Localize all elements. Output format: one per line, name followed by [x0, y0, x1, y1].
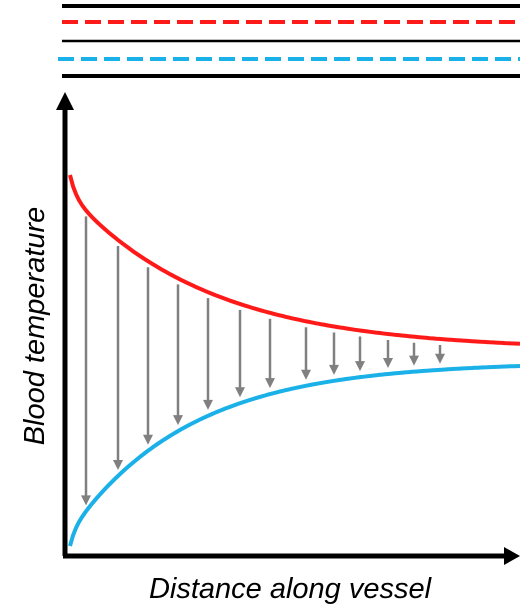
heat-transfer-arrow-head — [301, 369, 311, 380]
heat-transfer-arrow — [409, 342, 419, 366]
heat-transfer-arrow — [301, 327, 311, 380]
y-axis-label: Blood temperature — [19, 207, 51, 446]
axes — [56, 92, 520, 565]
heat-transfer-arrow-head — [113, 459, 123, 470]
heat-transfer-arrow-head — [435, 353, 445, 364]
heat-transfer-arrow-head — [173, 415, 183, 426]
heat-transfer-arrow — [113, 245, 123, 470]
heat-transfer-arrow — [435, 344, 445, 364]
heat-transfer-arrow — [235, 309, 245, 398]
heat-transfer-arrow-head — [81, 495, 91, 506]
heat-transfer-arrow-head — [235, 387, 245, 398]
y-axis-arrowhead — [56, 92, 74, 110]
heat-transfer-arrow — [203, 298, 213, 410]
heat-transfer-arrow-head — [143, 434, 153, 445]
heat-transfer-arrow — [383, 340, 393, 369]
heat-transfer-arrow — [143, 267, 153, 445]
heat-transfer-arrow-head — [409, 355, 419, 366]
warm-blood-temperature-curve — [68, 174, 520, 346]
heat-transfer-arrow-head — [383, 358, 393, 369]
heat-transfer-arrow-head — [355, 361, 365, 372]
heat-transfer-arrow — [355, 336, 365, 372]
x-axis-label: Distance along vessel — [149, 573, 433, 605]
vessel-schematic — [58, 4, 520, 78]
cool-blood-temperature-curve — [68, 364, 520, 547]
heat-transfer-arrow — [329, 332, 339, 375]
heat-transfer-arrow — [265, 318, 275, 389]
heat-transfer-arrow-head — [203, 399, 213, 410]
heat-transfer-arrows — [81, 216, 445, 506]
heat-transfer-arrow-head — [329, 364, 339, 375]
heat-transfer-arrow-head — [265, 378, 275, 389]
x-axis-arrowhead — [504, 547, 520, 565]
heat-transfer-arrow — [173, 284, 183, 426]
heat-transfer-arrow — [81, 216, 91, 506]
